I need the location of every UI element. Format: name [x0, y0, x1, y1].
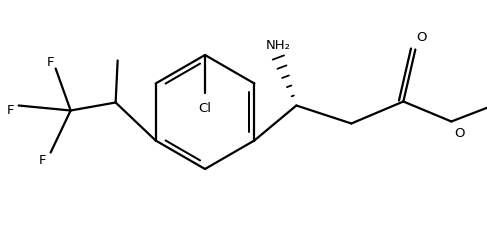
Text: F: F [7, 104, 15, 117]
Text: Cl: Cl [199, 103, 211, 116]
Text: F: F [39, 154, 46, 167]
Text: O: O [454, 127, 465, 140]
Text: F: F [47, 56, 55, 69]
Text: NH₂: NH₂ [266, 39, 291, 52]
Text: O: O [416, 31, 427, 44]
